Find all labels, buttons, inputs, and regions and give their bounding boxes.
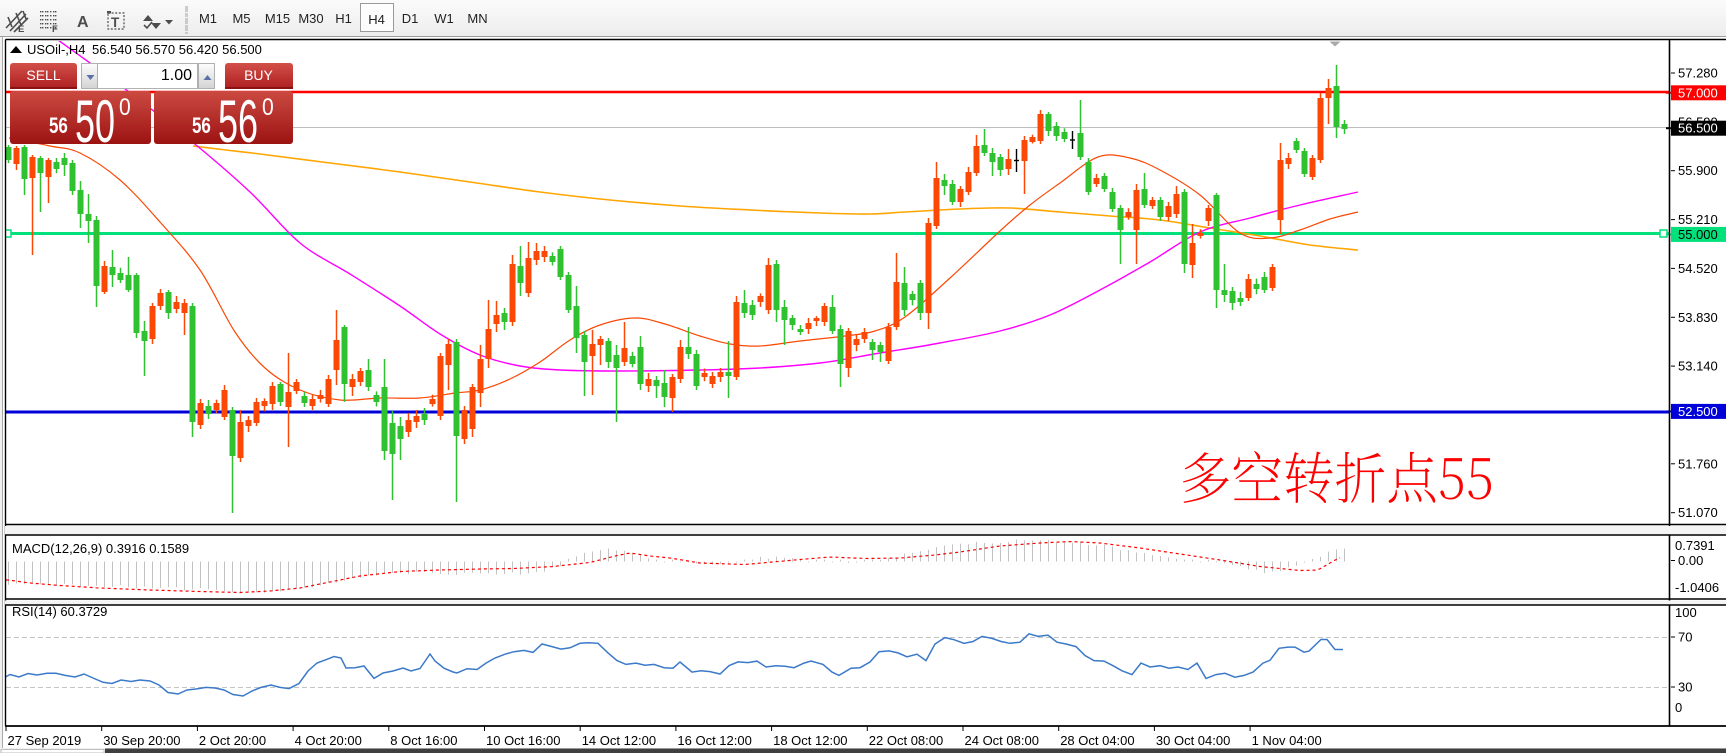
svg-text:100: 100	[1675, 605, 1697, 620]
svg-text:RSI(14) 60.3729: RSI(14) 60.3729	[12, 604, 107, 619]
svg-text:57.280: 57.280	[1678, 66, 1718, 81]
svg-text:53.140: 53.140	[1678, 359, 1718, 374]
svg-text:55.000: 55.000	[1678, 227, 1718, 242]
svg-text:30 Oct 04:00: 30 Oct 04:00	[1156, 733, 1230, 748]
svg-text:55.900: 55.900	[1678, 163, 1718, 178]
svg-text:18 Oct 12:00: 18 Oct 12:00	[773, 733, 847, 748]
svg-text:22 Oct 08:00: 22 Oct 08:00	[869, 733, 943, 748]
svg-text:0: 0	[1675, 700, 1682, 715]
svg-text:4 Oct 20:00: 4 Oct 20:00	[295, 733, 362, 748]
svg-text:27 Sep 2019: 27 Sep 2019	[8, 733, 82, 748]
svg-text:USOil-,H4: USOil-,H4	[27, 42, 86, 57]
svg-text:28 Oct 04:00: 28 Oct 04:00	[1060, 733, 1134, 748]
svg-text:56.540 56.570 56.420 56.500: 56.540 56.570 56.420 56.500	[92, 42, 262, 57]
svg-text:T: T	[111, 15, 120, 30]
svg-text:A: A	[77, 14, 89, 31]
svg-text:52.500: 52.500	[1678, 404, 1718, 419]
svg-text:30 Sep 20:00: 30 Sep 20:00	[103, 733, 180, 748]
svg-text:0.7391: 0.7391	[1675, 538, 1715, 553]
svg-text:1 Nov 04:00: 1 Nov 04:00	[1252, 733, 1322, 748]
svg-text:54.520: 54.520	[1678, 261, 1718, 276]
svg-text:14 Oct 12:00: 14 Oct 12:00	[582, 733, 656, 748]
svg-text:51.760: 51.760	[1678, 456, 1718, 471]
svg-text:MACD(12,26,9) 0.3916 0.1589: MACD(12,26,9) 0.3916 0.1589	[12, 541, 189, 556]
svg-text:-1.0406: -1.0406	[1675, 580, 1719, 595]
svg-text:16 Oct 12:00: 16 Oct 12:00	[677, 733, 751, 748]
svg-text:8 Oct 16:00: 8 Oct 16:00	[390, 733, 457, 748]
svg-text:70: 70	[1678, 630, 1692, 645]
svg-text:E: E	[18, 24, 24, 35]
svg-text:57.000: 57.000	[1678, 85, 1718, 100]
svg-text:0.00: 0.00	[1678, 553, 1703, 568]
svg-text:56.500: 56.500	[1678, 121, 1718, 136]
svg-text:30: 30	[1678, 680, 1692, 695]
svg-text:2 Oct 20:00: 2 Oct 20:00	[199, 733, 266, 748]
svg-text:55.210: 55.210	[1678, 212, 1718, 227]
svg-text:53.830: 53.830	[1678, 310, 1718, 325]
svg-text:51.070: 51.070	[1678, 505, 1718, 520]
svg-text:F: F	[52, 24, 58, 35]
svg-text:10 Oct 16:00: 10 Oct 16:00	[486, 733, 560, 748]
svg-text:24 Oct 08:00: 24 Oct 08:00	[965, 733, 1039, 748]
